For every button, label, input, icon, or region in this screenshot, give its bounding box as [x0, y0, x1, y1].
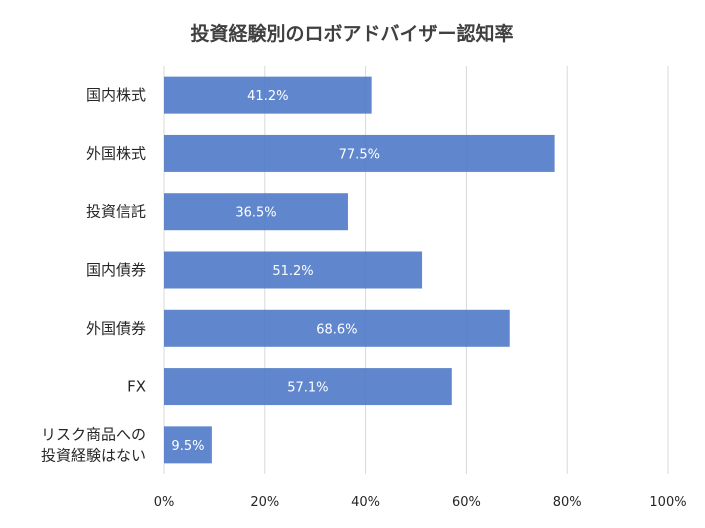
data-label: 77.5% [339, 147, 380, 162]
data-label: 51.2% [272, 264, 313, 279]
category-label: 国内株式 [86, 86, 146, 104]
bar [164, 134, 555, 172]
x-tick-label: 80% [553, 495, 582, 510]
bar [164, 309, 510, 347]
bars [164, 76, 555, 464]
data-label: 41.2% [247, 89, 288, 104]
x-tick-label: 40% [351, 495, 380, 510]
bar [164, 251, 423, 289]
category-label: 外国債券 [86, 319, 146, 337]
data-label: 68.6% [316, 322, 357, 337]
chart-title: 投資経験別のロボアドバイザー認知率 [190, 22, 513, 45]
category-label: 投資経験はない [41, 446, 146, 464]
category-label: 国内債券 [86, 261, 146, 279]
x-tick-label: 60% [452, 495, 481, 510]
data-label: 9.5% [171, 439, 204, 454]
category-label: 外国株式 [86, 144, 146, 162]
x-tick-label: 100% [649, 495, 686, 510]
bar [164, 76, 372, 114]
category-label: FX [127, 378, 146, 396]
data-label: 36.5% [235, 206, 276, 221]
bar [164, 426, 212, 464]
x-axis-ticks: 0% 20% 40% 60% 80% 100% [154, 495, 687, 510]
category-label: リスク商品への [41, 425, 146, 443]
x-tick-label: 0% [154, 495, 175, 510]
data-label: 57.1% [287, 381, 328, 396]
data-labels: 41.2% 77.5% 36.5% 51.2% 68.6% 57.1% 9.5% [171, 89, 380, 454]
bar [164, 368, 452, 406]
x-tick-label: 20% [250, 495, 279, 510]
bar [164, 193, 348, 231]
category-label: 投資信託 [86, 203, 146, 221]
